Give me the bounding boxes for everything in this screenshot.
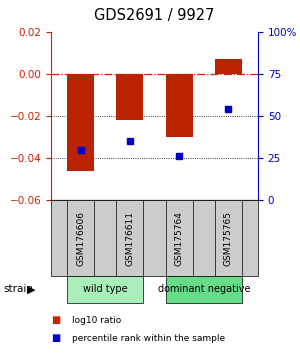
Bar <box>116 74 143 120</box>
Text: GSM176611: GSM176611 <box>125 211 134 266</box>
Text: ■: ■ <box>51 315 60 325</box>
Bar <box>166 74 193 137</box>
Text: GDS2691 / 9927: GDS2691 / 9927 <box>94 8 215 23</box>
Text: GSM176606: GSM176606 <box>76 211 85 266</box>
Text: dominant negative: dominant negative <box>158 284 250 295</box>
Bar <box>67 74 94 171</box>
Text: wild type: wild type <box>83 284 128 295</box>
Text: ■: ■ <box>51 333 60 343</box>
Text: GSM175764: GSM175764 <box>175 211 184 266</box>
Bar <box>215 59 242 74</box>
Text: strain: strain <box>3 284 33 295</box>
Text: GSM175765: GSM175765 <box>224 211 233 266</box>
Text: percentile rank within the sample: percentile rank within the sample <box>72 333 225 343</box>
Text: ▶: ▶ <box>27 284 35 295</box>
Text: log10 ratio: log10 ratio <box>72 316 121 325</box>
